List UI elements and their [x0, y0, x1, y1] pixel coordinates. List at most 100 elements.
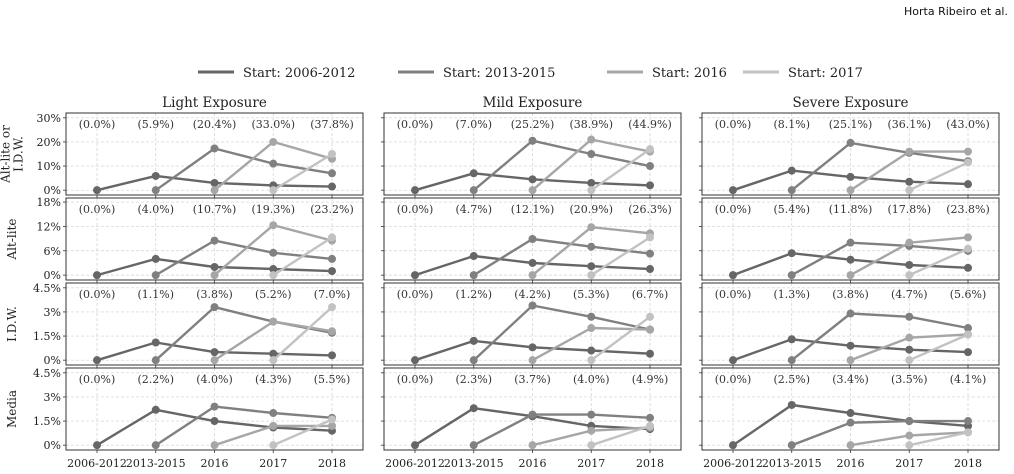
- data-point: [269, 186, 278, 195]
- data-point: [846, 356, 855, 365]
- data-point: [151, 271, 160, 280]
- series-line: [590, 424, 651, 447]
- panel-frame: [701, 197, 1000, 281]
- data-point: [328, 351, 336, 360]
- data-point: [269, 349, 278, 358]
- data-point: [328, 303, 336, 312]
- data-annotation: (23.2%): [310, 203, 354, 216]
- data-point: [905, 441, 914, 450]
- y-tick-label: 3%: [44, 306, 61, 319]
- panel-column-title: Mild Exposure: [483, 95, 583, 111]
- data-point: [846, 418, 855, 427]
- data-annotation: (4.0%): [137, 203, 174, 216]
- data-point: [846, 138, 855, 147]
- data-point: [729, 356, 737, 365]
- data-annotation: (5.2%): [255, 288, 292, 301]
- data-annotation: (0.0%): [715, 118, 752, 131]
- data-point: [587, 410, 596, 419]
- x-tick-label: 2013-2015: [762, 457, 822, 470]
- y-tick-label: 4.5%: [33, 282, 61, 295]
- data-point: [151, 356, 160, 365]
- panel-frame: [701, 367, 1000, 451]
- legend-label: Start: 2006-2012: [243, 66, 355, 81]
- y-tick-label: 10%: [37, 160, 61, 173]
- x-tick-label: 2006-2012: [385, 457, 445, 470]
- data-point: [528, 136, 537, 145]
- data-point: [528, 343, 537, 352]
- series-line: [908, 333, 969, 362]
- panel-frame: [383, 367, 682, 451]
- data-point: [328, 327, 336, 336]
- data-point: [846, 409, 855, 418]
- data-annotation: (36.1%): [887, 118, 931, 131]
- row-label: Media: [5, 390, 19, 428]
- data-point: [587, 356, 596, 365]
- series-line: [908, 247, 969, 277]
- data-annotation: (25.1%): [829, 118, 873, 131]
- data-point: [964, 417, 972, 426]
- x-tick-label: 2016: [519, 457, 547, 470]
- data-point: [729, 186, 737, 195]
- data-point: [787, 335, 796, 344]
- data-annotation: (5.3%): [573, 288, 610, 301]
- data-point: [787, 271, 796, 280]
- data-point: [411, 441, 419, 450]
- data-point: [587, 150, 596, 158]
- data-annotation: (4.0%): [573, 373, 610, 386]
- series-line: [272, 236, 333, 277]
- data-annotation: (25.2%): [511, 118, 555, 131]
- data-point: [210, 356, 219, 365]
- y-tick-label: 4.5%: [33, 367, 61, 380]
- x-tick-label: 2018: [954, 457, 982, 470]
- data-annotation: (0.0%): [79, 203, 116, 216]
- data-point: [269, 265, 278, 274]
- data-annotation: (4.1%): [950, 373, 987, 386]
- data-point: [905, 186, 914, 195]
- data-point: [964, 330, 972, 339]
- data-annotation: (0.0%): [715, 373, 752, 386]
- data-annotation: (4.2%): [514, 288, 551, 301]
- row-label: I.D.W.: [12, 136, 26, 172]
- y-tick-label: 3%: [44, 391, 61, 404]
- data-point: [587, 178, 596, 187]
- data-point: [587, 346, 596, 355]
- data-point: [93, 441, 101, 450]
- data-point: [528, 410, 537, 419]
- panel-frame: [65, 282, 364, 366]
- data-point: [846, 255, 855, 264]
- data-point: [905, 238, 914, 247]
- data-point: [269, 137, 278, 146]
- data-annotation: (5.6%): [950, 288, 987, 301]
- data-point: [210, 303, 219, 312]
- series-line: [155, 147, 333, 192]
- row-label: Alt-lite: [5, 219, 19, 261]
- data-annotation: (2.2%): [137, 373, 174, 386]
- data-point: [729, 271, 737, 280]
- data-point: [646, 421, 654, 430]
- data-annotation: (5.5%): [314, 373, 351, 386]
- data-point: [905, 147, 914, 156]
- data-point: [846, 271, 855, 280]
- y-tick-label: 0%: [44, 184, 61, 197]
- data-point: [411, 186, 419, 195]
- panel-frame: [383, 112, 682, 196]
- data-point: [964, 158, 972, 167]
- data-annotation: (2.5%): [773, 373, 810, 386]
- data-point: [328, 150, 336, 158]
- data-point: [210, 263, 219, 272]
- data-annotation: (6.7%): [632, 288, 669, 301]
- panel-frame: [383, 282, 682, 366]
- data-point: [151, 186, 160, 195]
- data-point: [587, 324, 596, 333]
- data-point: [646, 413, 654, 422]
- data-annotation: (1.3%): [773, 288, 810, 301]
- data-annotation: (8.1%): [773, 118, 810, 131]
- data-annotation: (37.8%): [310, 118, 354, 131]
- data-point: [905, 431, 914, 440]
- data-annotation: (5.4%): [773, 203, 810, 216]
- data-point: [269, 271, 278, 280]
- data-point: [328, 415, 336, 424]
- data-point: [528, 175, 537, 184]
- data-point: [846, 441, 855, 450]
- data-annotation: (38.9%): [569, 118, 613, 131]
